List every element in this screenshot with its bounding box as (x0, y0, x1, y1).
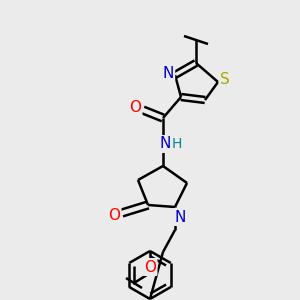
Text: S: S (220, 71, 230, 86)
Text: N: N (174, 209, 186, 224)
Text: O: O (144, 260, 156, 274)
Text: H: H (172, 137, 182, 151)
Text: O: O (129, 100, 141, 116)
Text: N: N (159, 136, 171, 152)
Text: N: N (162, 65, 174, 80)
Text: O: O (108, 208, 120, 223)
